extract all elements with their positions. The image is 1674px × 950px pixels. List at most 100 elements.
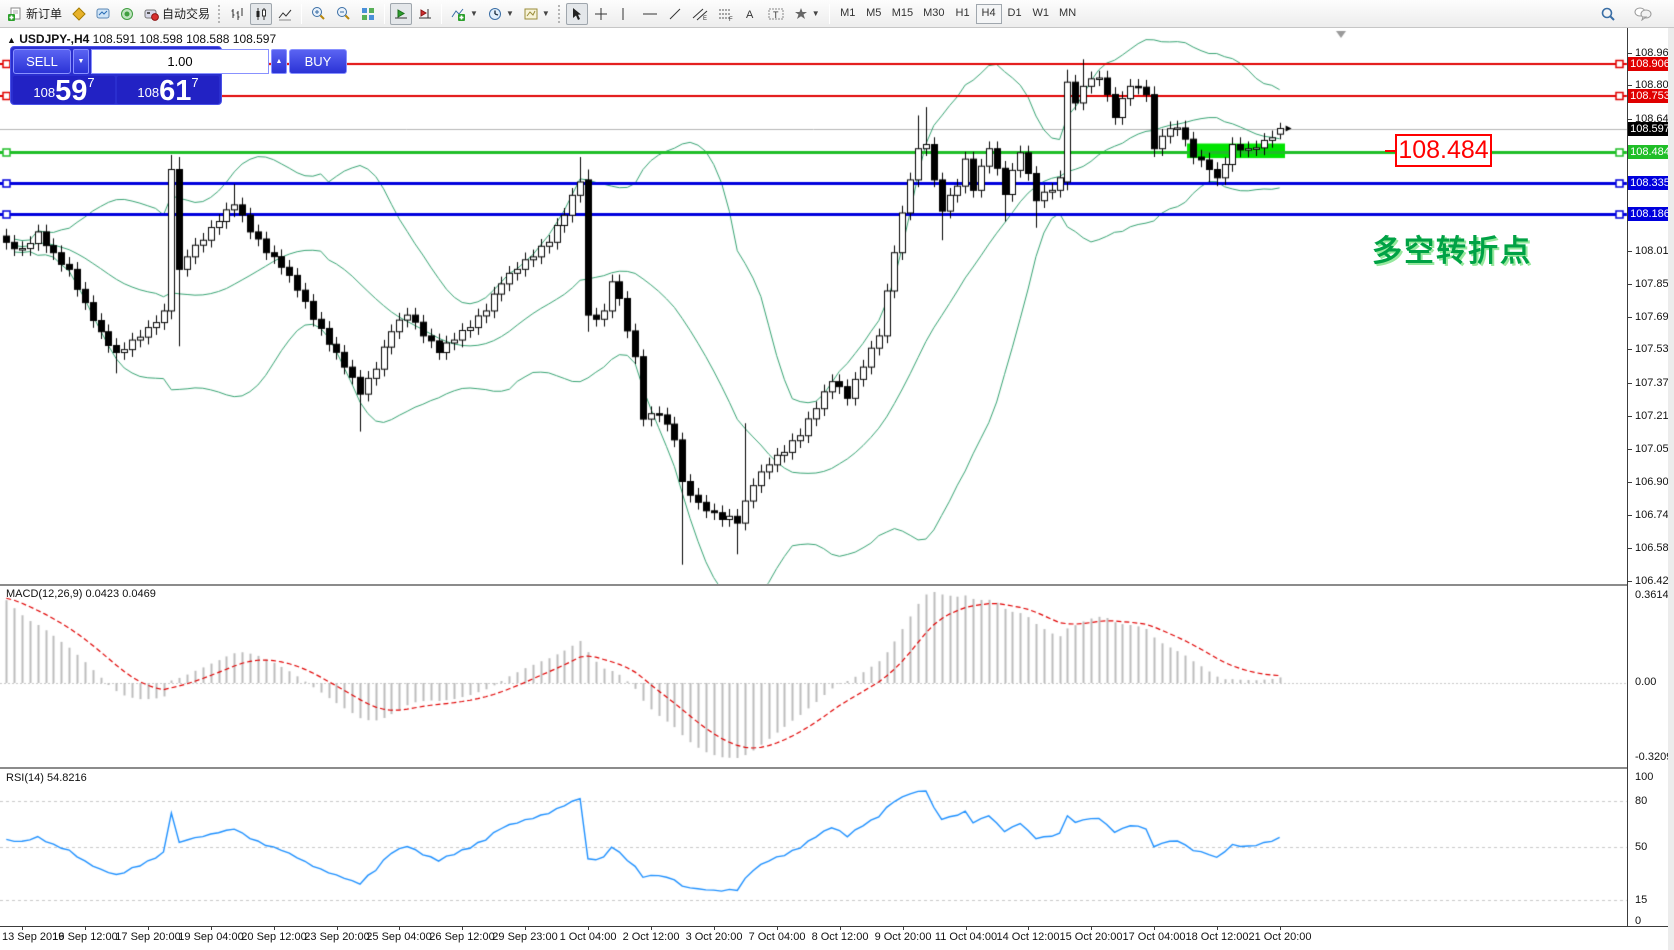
autotrading-button[interactable]: 自动交易 bbox=[140, 3, 214, 25]
time-tick bbox=[462, 926, 463, 930]
sell-button[interactable]: SELL bbox=[13, 49, 71, 74]
macd-rsi-separator[interactable] bbox=[0, 767, 1627, 769]
time-tick bbox=[1217, 926, 1218, 930]
timeframe-H1[interactable]: H1 bbox=[955, 6, 970, 19]
rsi-axis-label: 100 bbox=[1635, 771, 1654, 783]
auto-scroll-button[interactable] bbox=[390, 2, 413, 25]
macd-value-2: 0.0469 bbox=[122, 588, 156, 600]
price-alert-connector bbox=[1385, 150, 1395, 152]
chart-canvas[interactable] bbox=[0, 28, 1640, 926]
sell-price[interactable]: 108 59 7 bbox=[13, 75, 115, 106]
trendline-button[interactable] bbox=[664, 3, 686, 25]
time-label: 1 Oct 04:00 bbox=[559, 931, 617, 943]
chevron-down-icon: ▼ bbox=[541, 9, 550, 18]
cursor-button[interactable] bbox=[565, 2, 588, 25]
time-tick bbox=[337, 926, 338, 930]
price-badge-108.597: 108.597 bbox=[1628, 122, 1672, 136]
chevron-down-icon: ▼ bbox=[470, 9, 478, 18]
crosshair-button[interactable] bbox=[590, 3, 612, 25]
timeframe-M1[interactable]: M1 bbox=[840, 6, 856, 19]
horizontal-line-button[interactable] bbox=[638, 3, 662, 25]
timeframe-M15[interactable]: M15 bbox=[891, 6, 914, 19]
text-label-button[interactable]: T bbox=[764, 3, 788, 25]
time-tick bbox=[525, 926, 526, 930]
zoom-out-icon bbox=[336, 6, 351, 21]
timeframe-M30[interactable]: M30 bbox=[923, 6, 945, 19]
price-tick bbox=[1628, 383, 1632, 384]
tile-windows-button[interactable] bbox=[357, 3, 379, 25]
search-button[interactable] bbox=[1596, 3, 1620, 25]
chevron-down-icon: ▼ bbox=[505, 9, 514, 18]
buy-price[interactable]: 108 61 7 bbox=[117, 75, 219, 107]
sell-price-sup: 7 bbox=[87, 75, 95, 90]
chevron-down-icon: ▼ bbox=[811, 9, 820, 18]
chat-button[interactable] bbox=[1630, 3, 1656, 25]
arrows-button[interactable]: ▼ bbox=[790, 3, 824, 25]
price-tick-label: 106.580 bbox=[1635, 542, 1674, 554]
volume-up-button[interactable]: ▲ bbox=[271, 49, 287, 74]
fibonacci-button[interactable]: F bbox=[714, 3, 738, 25]
time-label: 17 Sep 20:00 bbox=[115, 931, 181, 943]
macd-value-1: 0.0423 bbox=[85, 588, 120, 600]
periods-button[interactable]: ▼ bbox=[484, 3, 518, 25]
navigator-button[interactable] bbox=[68, 3, 90, 25]
price-tick-label: 106.420 bbox=[1635, 575, 1674, 587]
price-tick bbox=[1628, 317, 1632, 318]
price-axis-border bbox=[1627, 28, 1628, 926]
timeframe-M5[interactable]: M5 bbox=[866, 6, 882, 19]
turning-point-annotation[interactable]: 多空转折点 bbox=[1372, 235, 1532, 268]
main-toolbar: 新订单 自动交易 ▼ ▼ ▼ E F A T ▼ M1 M5 M15 M30 H1 H4 D… bbox=[0, 0, 1674, 28]
zoom-out-button[interactable] bbox=[332, 3, 355, 25]
vertical-line-button[interactable] bbox=[614, 3, 636, 25]
equidistant-channel-button[interactable]: E bbox=[688, 3, 712, 25]
rsi-axis-label: 50 bbox=[1635, 841, 1648, 853]
indicators-button[interactable]: ▼ bbox=[447, 3, 482, 25]
bar-chart-button[interactable] bbox=[226, 3, 248, 25]
timeframe-H4[interactable]: H4 bbox=[975, 3, 1002, 24]
time-label: 19 Sep 04:00 bbox=[178, 931, 244, 943]
volume-input[interactable] bbox=[91, 49, 269, 74]
timeframe-MN[interactable]: MN bbox=[1059, 6, 1077, 19]
time-tick bbox=[714, 926, 715, 930]
time-tick bbox=[1280, 926, 1281, 930]
cursor-icon bbox=[570, 7, 583, 21]
text-button[interactable]: A bbox=[740, 3, 762, 25]
templates-button[interactable]: ▼ bbox=[520, 3, 554, 25]
price-tick bbox=[1628, 449, 1632, 450]
time-tick bbox=[840, 926, 841, 930]
time-axis[interactable]: 13 Sep 2019 16 Sep 12:00 17 Sep 20:00 19 Se… bbox=[0, 926, 1674, 950]
buy-price-main: 61 bbox=[159, 75, 192, 107]
timeframe-W1[interactable]: W1 bbox=[1032, 6, 1050, 19]
price-tick-label: 107.375 bbox=[1635, 377, 1674, 389]
zoom-in-button[interactable] bbox=[307, 3, 330, 25]
candlestick-chart-button[interactable] bbox=[250, 2, 273, 25]
time-tick bbox=[148, 926, 149, 930]
buy-button[interactable]: BUY bbox=[289, 49, 347, 74]
time-label: 3 Oct 20:00 bbox=[685, 931, 743, 943]
time-label: 8 Oct 12:00 bbox=[811, 931, 869, 943]
chart-shift-icon bbox=[418, 7, 432, 21]
price-badge-108.335: 108.335 bbox=[1628, 176, 1672, 190]
price-axis[interactable]: 108.960 108.805 108.645 108.010 107.850 107.6… bbox=[1628, 28, 1674, 927]
time-tick bbox=[588, 926, 589, 930]
timeframe-D1[interactable]: D1 bbox=[1007, 6, 1022, 19]
one-click-collapse-icon[interactable]: ▲ bbox=[7, 35, 16, 45]
text-icon: A bbox=[744, 7, 756, 21]
volume-down-button[interactable]: ▼ bbox=[73, 49, 89, 74]
signals-button[interactable] bbox=[116, 3, 138, 25]
time-label: 9 Oct 20:00 bbox=[874, 931, 932, 943]
new-order-button[interactable]: 新订单 bbox=[4, 3, 66, 25]
fibonacci-icon: F bbox=[718, 7, 734, 21]
price-tick-label: 107.850 bbox=[1635, 278, 1674, 290]
svg-text:A: A bbox=[746, 9, 754, 21]
chart-quotes: 108.591 108.598 108.588 108.597 bbox=[92, 32, 277, 46]
chat-icon bbox=[1634, 6, 1652, 21]
toolbar-separator bbox=[441, 3, 443, 24]
chart-shift-button[interactable] bbox=[414, 3, 436, 25]
auto-scroll-icon bbox=[394, 7, 408, 21]
toolbar-separator bbox=[828, 3, 830, 24]
market-watch-button[interactable] bbox=[92, 3, 114, 25]
line-chart-button[interactable] bbox=[274, 3, 296, 25]
main-macd-separator[interactable] bbox=[0, 584, 1627, 586]
price-alert-label[interactable]: 108.484 bbox=[1395, 134, 1492, 167]
